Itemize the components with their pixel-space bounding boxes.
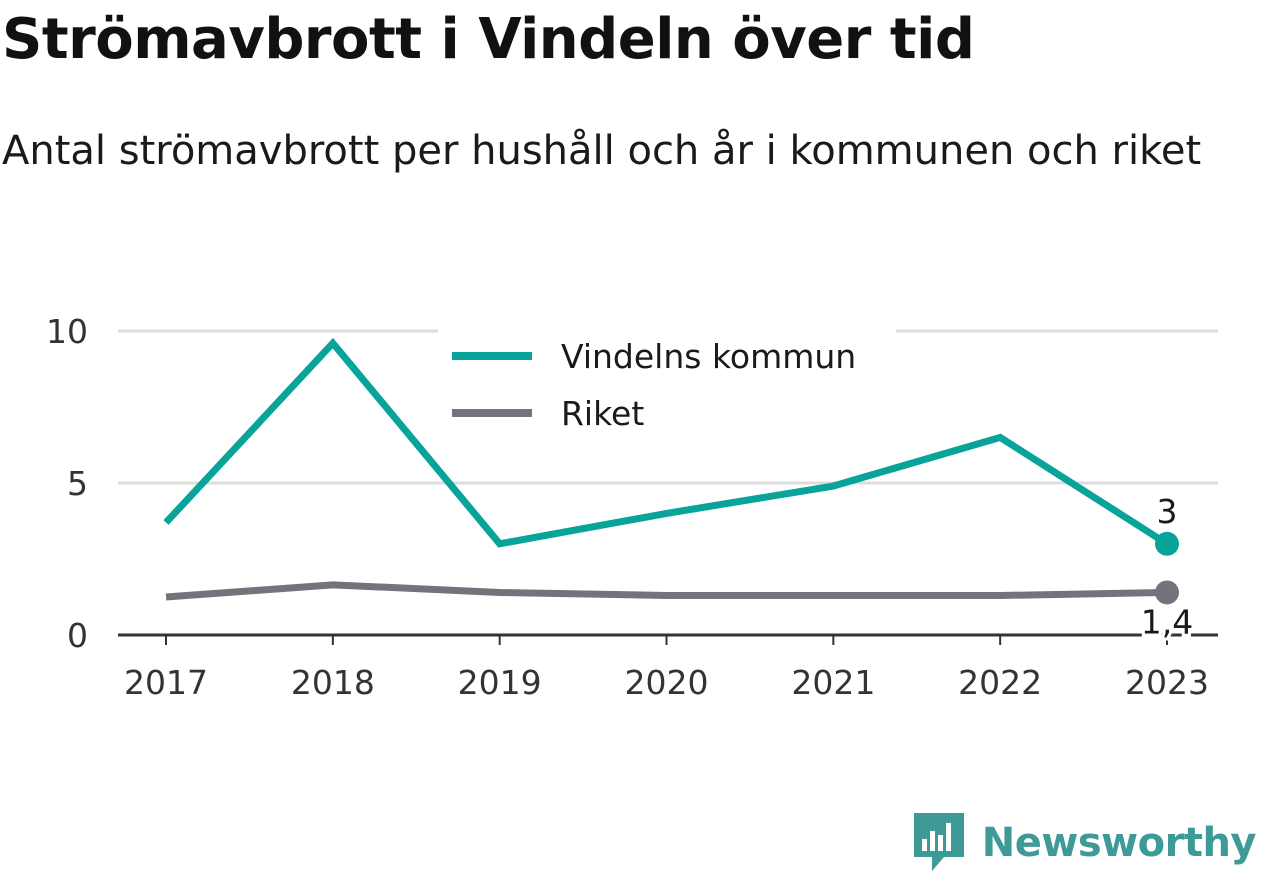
legend: Vindelns kommun Riket: [438, 327, 896, 439]
series-lines: [163, 337, 1179, 605]
y-tick-label: 5: [67, 464, 88, 503]
series-line-0: [163, 337, 1169, 548]
series-line-1: [165, 581, 1168, 601]
end-labels: 31,4: [1138, 492, 1196, 645]
x-tick-label: 2021: [791, 663, 875, 702]
end-label-vindeln: 3: [1157, 492, 1178, 531]
end-label-riket: 1,4: [1141, 602, 1193, 641]
brand-name: Newsworthy: [981, 820, 1257, 866]
newsworthy-logo: Newsworthy: [913, 813, 1257, 873]
end-point-0: [1155, 531, 1179, 556]
newsworthy-icon: [913, 813, 964, 871]
end-point-1: [1155, 580, 1179, 605]
chart-subtitle: Antal strömavbrott per hushåll och år i …: [2, 128, 1202, 174]
chart-title: Strömavbrott i Vindeln över tid: [2, 7, 975, 72]
y-tick-label: 0: [67, 616, 88, 655]
x-tick-label: 2018: [291, 663, 375, 702]
x-tick-label: 2019: [458, 663, 542, 702]
legend-background: [438, 327, 896, 439]
y-tick-label: 10: [46, 312, 88, 351]
legend-label-1: Riket: [561, 394, 644, 433]
legend-label-0: Vindelns kommun: [561, 337, 856, 376]
x-tick-label: 2017: [124, 663, 208, 702]
x-tick-label: 2022: [958, 663, 1042, 702]
x-tick-label: 2020: [625, 663, 709, 702]
axes: 0 5 10 2017 2018 2019 2020 2021 2022 2023: [46, 312, 1218, 702]
x-tick-label: 2023: [1125, 663, 1209, 702]
